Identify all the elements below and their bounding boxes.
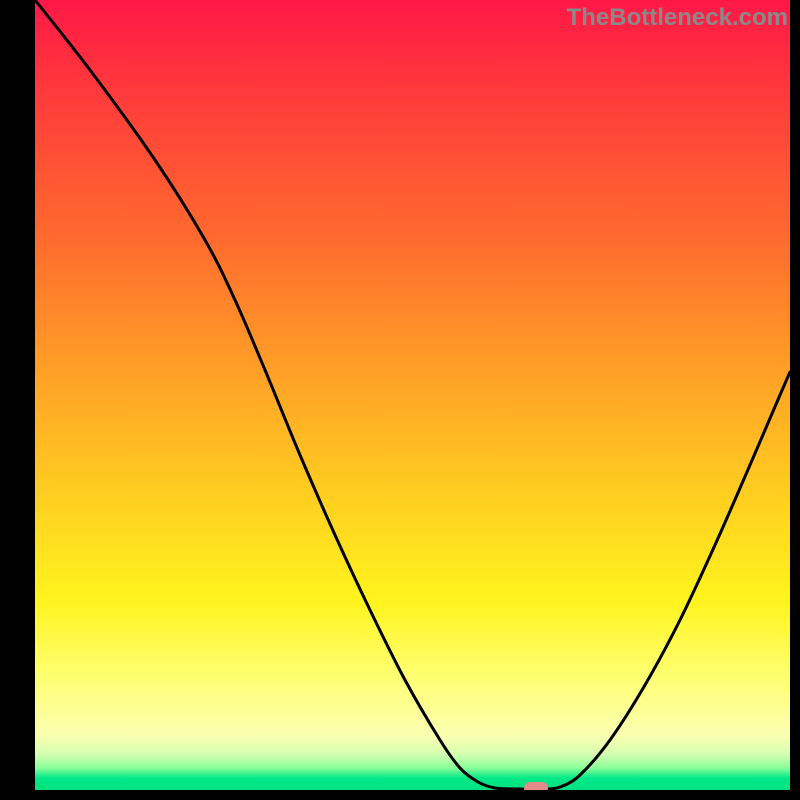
gradient-and-curve: [35, 0, 790, 790]
frame-right: [790, 0, 800, 800]
frame-bottom: [0, 790, 800, 800]
optimal-marker: [524, 782, 548, 790]
plot-area: [35, 0, 790, 790]
frame-left: [0, 0, 35, 800]
gradient-background: [35, 0, 790, 790]
chart-container: TheBottleneck.com: [0, 0, 800, 800]
watermark-text: TheBottleneck.com: [567, 4, 788, 32]
